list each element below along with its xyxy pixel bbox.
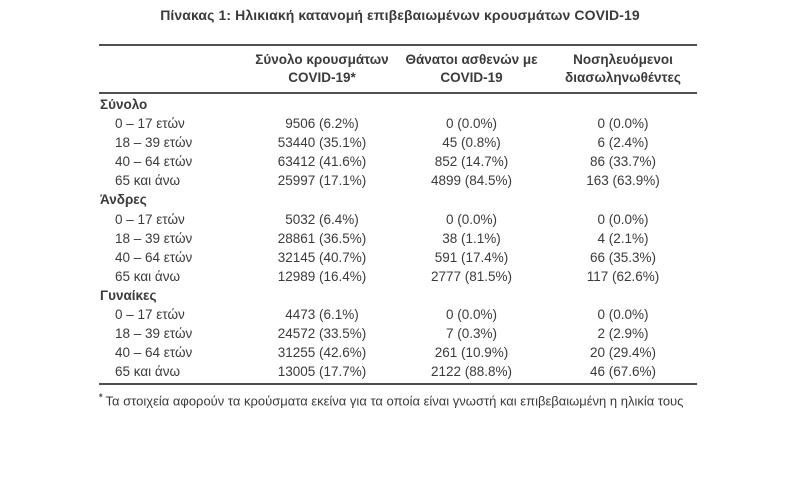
table-row: 65 και άνω 12989 (16.4%) 2777 (81.5%) 11… — [99, 267, 697, 286]
intubated-value: 46 (67.6%) — [589, 364, 657, 380]
group-label: Άνδρες — [100, 192, 147, 208]
intubated-value: 86 (33.7%) — [589, 154, 657, 170]
column-header-line: Σύνολο κρουσμάτων — [255, 52, 389, 67]
cases-value: 25997 (17.1%) — [277, 173, 367, 189]
age-label: 0 – 17 ετών — [115, 307, 185, 323]
column-header-deaths: Θάνατοι ασθενών με COVID-19 — [394, 51, 549, 87]
footnote-asterisk: * — [99, 392, 103, 402]
deaths-value: 38 (1.1%) — [442, 230, 501, 246]
cases-value: 63412 (41.6%) — [277, 154, 367, 170]
column-header-line: Θάνατοι ασθενών με — [405, 52, 538, 67]
empty-cell — [549, 190, 697, 209]
age-label: 18 – 39 ετών — [115, 230, 193, 246]
intubated-value: 6 (2.4%) — [597, 135, 649, 151]
covid-age-distribution-table: Σύνολο κρουσμάτων COVID-19* Θάνατοι ασθε… — [99, 44, 697, 386]
age-label: 18 – 39 ετών — [115, 326, 193, 342]
cases-value: 9506 (6.2%) — [285, 116, 359, 132]
intubated-value: 66 (35.3%) — [589, 249, 657, 265]
deaths-value: 7 (0.3%) — [445, 326, 498, 342]
empty-cell — [250, 95, 394, 114]
cases-value: 13005 (17.7%) — [277, 364, 367, 380]
deaths-value: 591 (17.4%) — [434, 249, 509, 265]
group-label: Γυναίκες — [100, 287, 157, 303]
intubated-value: 4 (2.1%) — [597, 230, 649, 246]
column-header-intubated: Νοσηλευόμενοι διασωληνωθέντες — [549, 51, 697, 87]
cases-value: 32145 (40.7%) — [277, 249, 367, 265]
cases-value: 4473 (6.1%) — [285, 307, 359, 323]
intubated-value: 117 (62.6%) — [586, 268, 660, 284]
intubated-value: 0 (0.0%) — [597, 211, 649, 227]
intubated-value: 163 (63.9%) — [586, 173, 660, 189]
age-label: 18 – 39 ετών — [115, 135, 193, 151]
table-row: 0 – 17 ετών 9506 (6.2%) 0 (0.0%) 0 (0.0%… — [99, 114, 697, 133]
table-body: Σύνολο 0 – 17 ετών 9506 (6.2%) 0 (0.0%) … — [99, 94, 697, 386]
deaths-value: 2122 (88.8%) — [430, 364, 513, 380]
deaths-value: 4899 (84.5%) — [430, 173, 513, 189]
age-label: 40 – 64 ετών — [115, 154, 193, 170]
empty-cell — [394, 95, 549, 114]
empty-cell — [394, 190, 549, 209]
empty-cell — [250, 190, 394, 209]
cases-value: 28861 (36.5%) — [277, 230, 367, 246]
cases-value: 31255 (42.6%) — [277, 345, 367, 361]
table-row: 65 και άνω 13005 (17.7%) 2122 (88.8%) 46… — [99, 362, 697, 381]
age-label: 40 – 64 ετών — [115, 345, 193, 361]
age-label: 65 και άνω — [115, 268, 181, 284]
table-row: 40 – 64 ετών 31255 (42.6%) 261 (10.9%) 2… — [99, 343, 697, 362]
deaths-value: 0 (0.0%) — [445, 116, 498, 132]
group-header-row-total: Σύνολο — [99, 95, 697, 114]
table-footnote: * Τα στοιχεία αφορούν τα κρούσματα εκείνα… — [99, 389, 739, 409]
table-row: 18 – 39 ετών 53440 (35.1%) 45 (0.8%) 6 (… — [99, 133, 697, 152]
cases-value: 5032 (6.4%) — [285, 211, 359, 227]
table-row: 65 και άνω 25997 (17.1%) 4899 (84.5%) 16… — [99, 171, 697, 190]
deaths-value: 852 (14.7%) — [434, 154, 509, 170]
table-row: 40 – 64 ετών 63412 (41.6%) 852 (14.7%) 8… — [99, 152, 697, 171]
age-label: 65 και άνω — [115, 364, 181, 380]
group-header-row-men: Άνδρες — [99, 190, 697, 209]
age-label: 40 – 64 ετών — [115, 249, 193, 265]
intubated-value: 2 (2.9%) — [597, 326, 649, 342]
intubated-value: 20 (29.4%) — [589, 345, 657, 361]
cases-value: 53440 (35.1%) — [277, 135, 367, 151]
age-label: 0 – 17 ετών — [115, 211, 185, 227]
group-header-row-women: Γυναίκες — [99, 286, 697, 305]
empty-cell — [549, 95, 697, 114]
footnote-text: Τα στοιχεία αφορούν τα κρούσματα εκείνα … — [105, 393, 684, 409]
table-row: 0 – 17 ετών 5032 (6.4%) 0 (0.0%) 0 (0.0%… — [99, 210, 697, 229]
column-header-line: COVID-19* — [288, 70, 356, 85]
empty-cell — [549, 286, 697, 305]
table-row: 18 – 39 ετών 24572 (33.5%) 7 (0.3%) 2 (2… — [99, 324, 697, 343]
intubated-value: 0 (0.0%) — [597, 116, 649, 132]
deaths-value: 0 (0.0%) — [445, 211, 498, 227]
intubated-value: 0 (0.0%) — [597, 307, 649, 323]
corner-cell — [99, 51, 250, 87]
table-header-row: Σύνολο κρουσμάτων COVID-19* Θάνατοι ασθε… — [99, 44, 697, 94]
cases-value: 12989 (16.4%) — [277, 268, 367, 284]
deaths-value: 0 (0.0%) — [445, 307, 498, 323]
column-header-line: COVID-19 — [440, 70, 503, 85]
deaths-value: 261 (10.9%) — [434, 345, 509, 361]
table-row: 0 – 17 ετών 4473 (6.1%) 0 (0.0%) 0 (0.0%… — [99, 305, 697, 324]
deaths-value: 2777 (81.5%) — [430, 268, 513, 284]
age-label: 65 και άνω — [115, 173, 181, 189]
empty-cell — [250, 286, 394, 305]
table-row: 40 – 64 ετών 32145 (40.7%) 591 (17.4%) 6… — [99, 248, 697, 267]
table-row: 18 – 39 ετών 28861 (36.5%) 38 (1.1%) 4 (… — [99, 229, 697, 248]
table-title: Πίνακας 1: Ηλικιακή κατανομή επιβεβαιωμέ… — [160, 7, 640, 23]
group-label: Σύνολο — [100, 97, 148, 112]
column-header-line: διασωληνωθέντες — [565, 70, 681, 85]
column-header-cases: Σύνολο κρουσμάτων COVID-19* — [250, 51, 394, 87]
empty-cell — [394, 286, 549, 305]
deaths-value: 45 (0.8%) — [442, 135, 501, 151]
age-label: 0 – 17 ετών — [115, 116, 185, 132]
cases-value: 24572 (33.5%) — [277, 326, 367, 342]
column-header-line: Νοσηλευόμενοι — [573, 52, 673, 67]
